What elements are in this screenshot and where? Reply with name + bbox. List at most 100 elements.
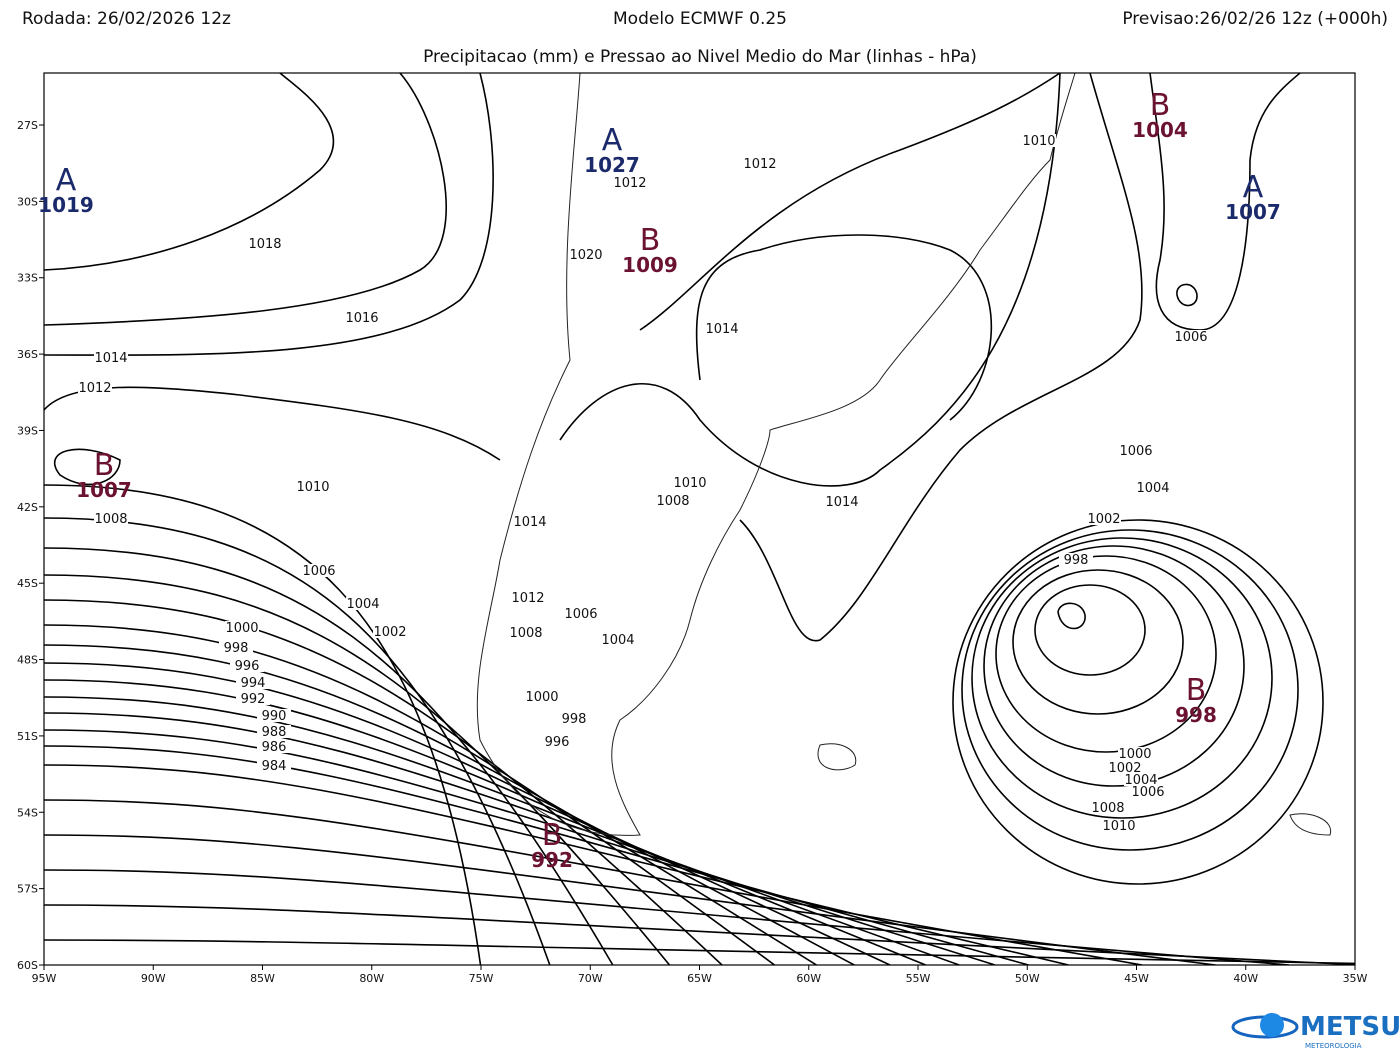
coastline bbox=[817, 743, 857, 771]
isobar bbox=[1012, 569, 1184, 715]
center-value: 1007 bbox=[76, 478, 132, 502]
center-value: 1027 bbox=[584, 153, 640, 177]
label-bg bbox=[1131, 785, 1165, 798]
center-value: 1004 bbox=[1132, 118, 1188, 142]
label-bg bbox=[225, 621, 259, 634]
label-bg bbox=[1118, 747, 1152, 760]
isobar-label: 994 bbox=[241, 676, 266, 691]
isobar-label: 1004 bbox=[346, 597, 379, 612]
center-value: 998 bbox=[1175, 703, 1217, 727]
isobar bbox=[559, 73, 1061, 487]
label-bg bbox=[1102, 819, 1136, 832]
isobar-label: 1012 bbox=[743, 157, 776, 172]
isobar-label: 1012 bbox=[78, 381, 111, 396]
label-bg bbox=[219, 641, 253, 654]
isobar-label: 1000 bbox=[225, 621, 258, 636]
x-tick-label: 95W bbox=[32, 972, 57, 985]
isobars bbox=[44, 73, 1355, 965]
isobar-label: 1006 bbox=[564, 607, 597, 622]
isobar bbox=[1057, 602, 1086, 630]
isobar bbox=[44, 696, 927, 965]
isobar-label: 1002 bbox=[1087, 512, 1120, 527]
isobar bbox=[44, 73, 335, 271]
isobar-label: 1006 bbox=[302, 564, 335, 579]
isobar-label: 990 bbox=[262, 709, 287, 724]
isobar-label: 1004 bbox=[601, 633, 634, 648]
center-value: 1019 bbox=[38, 193, 94, 217]
isobar bbox=[44, 574, 671, 965]
y-tick-label: 45S bbox=[17, 577, 38, 590]
isobar bbox=[44, 73, 494, 356]
isobar bbox=[44, 599, 723, 965]
isobar bbox=[44, 869, 1290, 965]
isobar bbox=[44, 517, 551, 965]
isobar-label: 1012 bbox=[511, 591, 544, 606]
coastline bbox=[476, 72, 1076, 836]
center-letter: B bbox=[640, 223, 661, 258]
isobar bbox=[971, 537, 1273, 819]
isobar bbox=[961, 529, 1299, 851]
isobar bbox=[44, 484, 482, 965]
label-bg bbox=[743, 157, 777, 170]
center-letter: B bbox=[1186, 673, 1207, 708]
label-bg bbox=[1059, 553, 1093, 566]
x-tick-label: 35W bbox=[1343, 972, 1368, 985]
isobar bbox=[44, 939, 1355, 965]
x-tick-label: 85W bbox=[250, 972, 275, 985]
label-bg bbox=[345, 311, 379, 324]
label-bg bbox=[525, 690, 559, 703]
label-bg bbox=[1091, 801, 1125, 814]
x-tick-label: 50W bbox=[1015, 972, 1040, 985]
isobar bbox=[44, 834, 1216, 965]
y-tick-label: 60S bbox=[17, 959, 38, 972]
isobar-label: 986 bbox=[262, 740, 287, 755]
isobar bbox=[44, 679, 891, 965]
label-bg bbox=[1174, 330, 1208, 343]
isobar bbox=[695, 234, 993, 421]
isobar-label: 996 bbox=[545, 735, 570, 750]
y-tick-label: 57S bbox=[17, 883, 38, 896]
isobar-label: 1010 bbox=[1022, 134, 1055, 149]
isobar-label: 1006 bbox=[1131, 785, 1164, 800]
isobar bbox=[1034, 584, 1146, 676]
label-bg bbox=[94, 512, 128, 525]
label-bg bbox=[513, 515, 547, 528]
isobar-label: 1008 bbox=[656, 494, 689, 509]
y-tick-label: 42S bbox=[17, 501, 38, 514]
label-bg bbox=[373, 625, 407, 638]
isobar bbox=[1149, 73, 1301, 331]
center-value: 1009 bbox=[622, 253, 678, 277]
label-bg bbox=[248, 237, 282, 250]
isobar bbox=[44, 624, 775, 965]
isobar-label: 1006 bbox=[1119, 444, 1152, 459]
label-bg bbox=[257, 709, 291, 722]
isobar bbox=[952, 519, 1324, 885]
isobar-label: 1020 bbox=[569, 248, 602, 263]
label-bg bbox=[236, 692, 270, 705]
coastline bbox=[1289, 813, 1332, 836]
x-tick-label: 45W bbox=[1124, 972, 1149, 985]
isobar-label: 1016 bbox=[345, 311, 378, 326]
label-bg bbox=[509, 626, 543, 639]
label-bg bbox=[236, 676, 270, 689]
y-tick-label: 27S bbox=[17, 119, 38, 132]
center-letter: A bbox=[56, 163, 77, 198]
label-bg bbox=[296, 480, 330, 493]
isobar-label: 984 bbox=[262, 759, 287, 774]
label-bg bbox=[673, 476, 707, 489]
isobar-label: 1014 bbox=[825, 495, 858, 510]
logo-name: METSUL bbox=[1300, 1012, 1400, 1042]
label-bg bbox=[601, 633, 635, 646]
label-bg bbox=[346, 597, 380, 610]
label-bg bbox=[1087, 512, 1121, 525]
isobar-label: 1004 bbox=[1136, 481, 1169, 496]
x-tick-label: 75W bbox=[469, 972, 494, 985]
isobar-label: 1014 bbox=[705, 322, 738, 337]
isobar bbox=[44, 904, 1355, 965]
isobar-label: 1008 bbox=[1091, 801, 1124, 816]
center-letter: A bbox=[1243, 170, 1264, 205]
isobar bbox=[44, 712, 960, 965]
isobar-label: 1002 bbox=[1108, 761, 1141, 776]
isobar bbox=[639, 73, 1061, 331]
